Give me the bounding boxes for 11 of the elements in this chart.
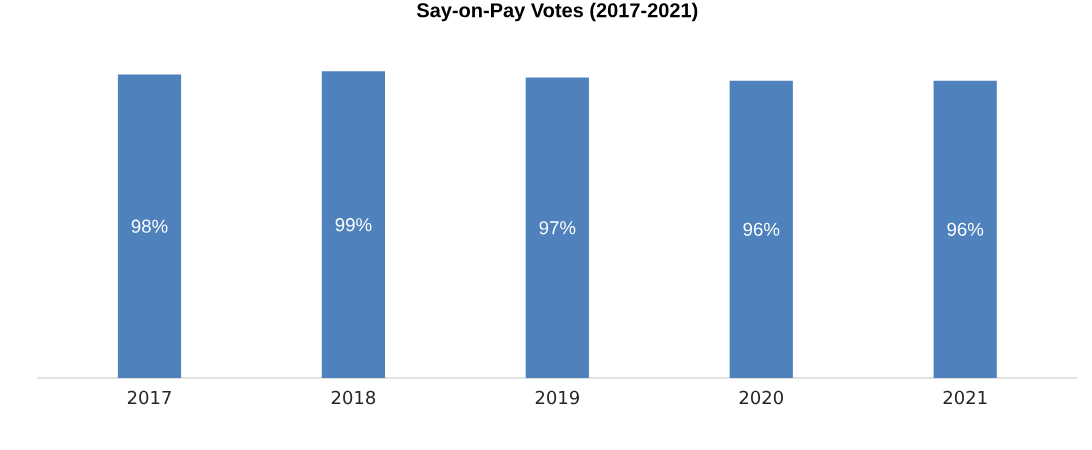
data-label: 96% [947,222,984,236]
data-label: 97% [539,221,576,235]
data-label: 99% [335,218,372,232]
x-tick-label: 2020 [739,390,783,405]
x-tick-label: 2018 [331,390,376,405]
data-label: 98% [131,219,168,233]
data-label: 96% [743,222,780,236]
chart-title: Say-on-Pay Votes (2017-2021) [416,2,698,22]
x-tick-label: 2019 [535,390,579,405]
x-tick-label: 2017 [127,390,171,405]
x-tick-label: 2021 [943,390,987,405]
